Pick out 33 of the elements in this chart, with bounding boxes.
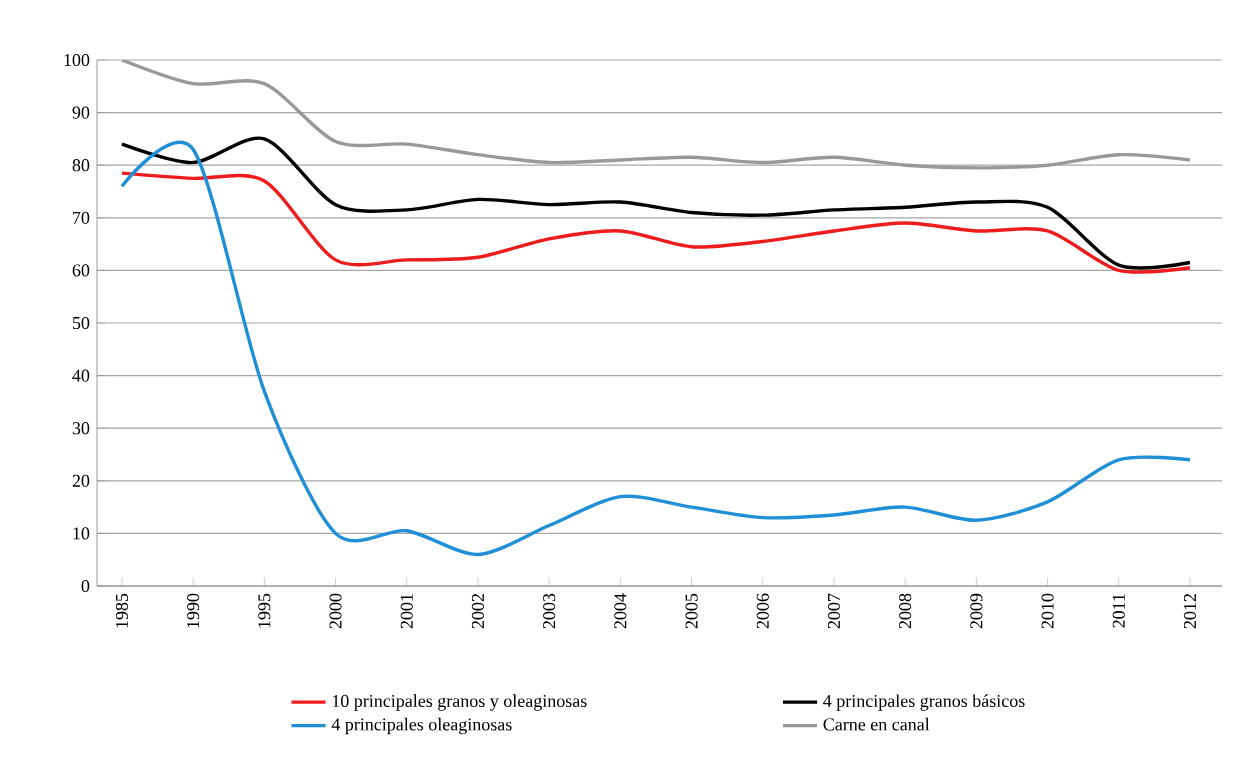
x-tick-label: 2007	[827, 593, 841, 629]
x-tick-label: 2004	[614, 593, 627, 629]
x-tick-label: 2010	[1041, 593, 1054, 629]
x-tick-label: 2009	[970, 593, 983, 629]
x-tick-label: 1995	[258, 593, 271, 628]
y-tick-label: 100	[64, 53, 90, 67]
line-series	[120, 60, 1192, 170]
legend-label: Carne en canal	[823, 717, 930, 731]
y-tick-label: 0	[81, 579, 90, 593]
legend-label: 4 principales granos básicos	[823, 694, 1025, 711]
x-tick-label: 2001	[400, 594, 413, 629]
x-tick-label: 2011	[1112, 594, 1125, 628]
legend-label: 10 principales granos y oleaginosas	[332, 694, 587, 711]
x-tick-label: 2012	[1183, 594, 1197, 629]
x-tick-label: 2003	[543, 593, 556, 629]
x-tick-label: 2002	[471, 594, 485, 629]
x-tick-label: 2006	[756, 593, 769, 629]
x-tick-label: 2008	[899, 593, 912, 629]
y-tick-label: 10	[73, 527, 90, 540]
x-tick-label: 1990	[187, 593, 200, 628]
y-tick-label: 40	[72, 369, 90, 382]
y-tick-label: 50	[72, 316, 90, 330]
y-tick-label: 20	[72, 474, 90, 487]
x-tick-label: 1985	[115, 593, 129, 628]
x-tick-label: 2000	[329, 593, 342, 629]
y-tick-label: 70	[73, 211, 90, 224]
legend-label: 4 principales oleaginosas	[331, 717, 512, 735]
y-tick-label: 90	[72, 106, 90, 119]
y-tick-label: 80	[72, 159, 90, 172]
y-tick-label: 30	[72, 422, 90, 435]
line-series	[120, 171, 1192, 274]
x-tick-label: 2005	[685, 593, 698, 629]
y-tick-label: 60	[72, 264, 90, 277]
